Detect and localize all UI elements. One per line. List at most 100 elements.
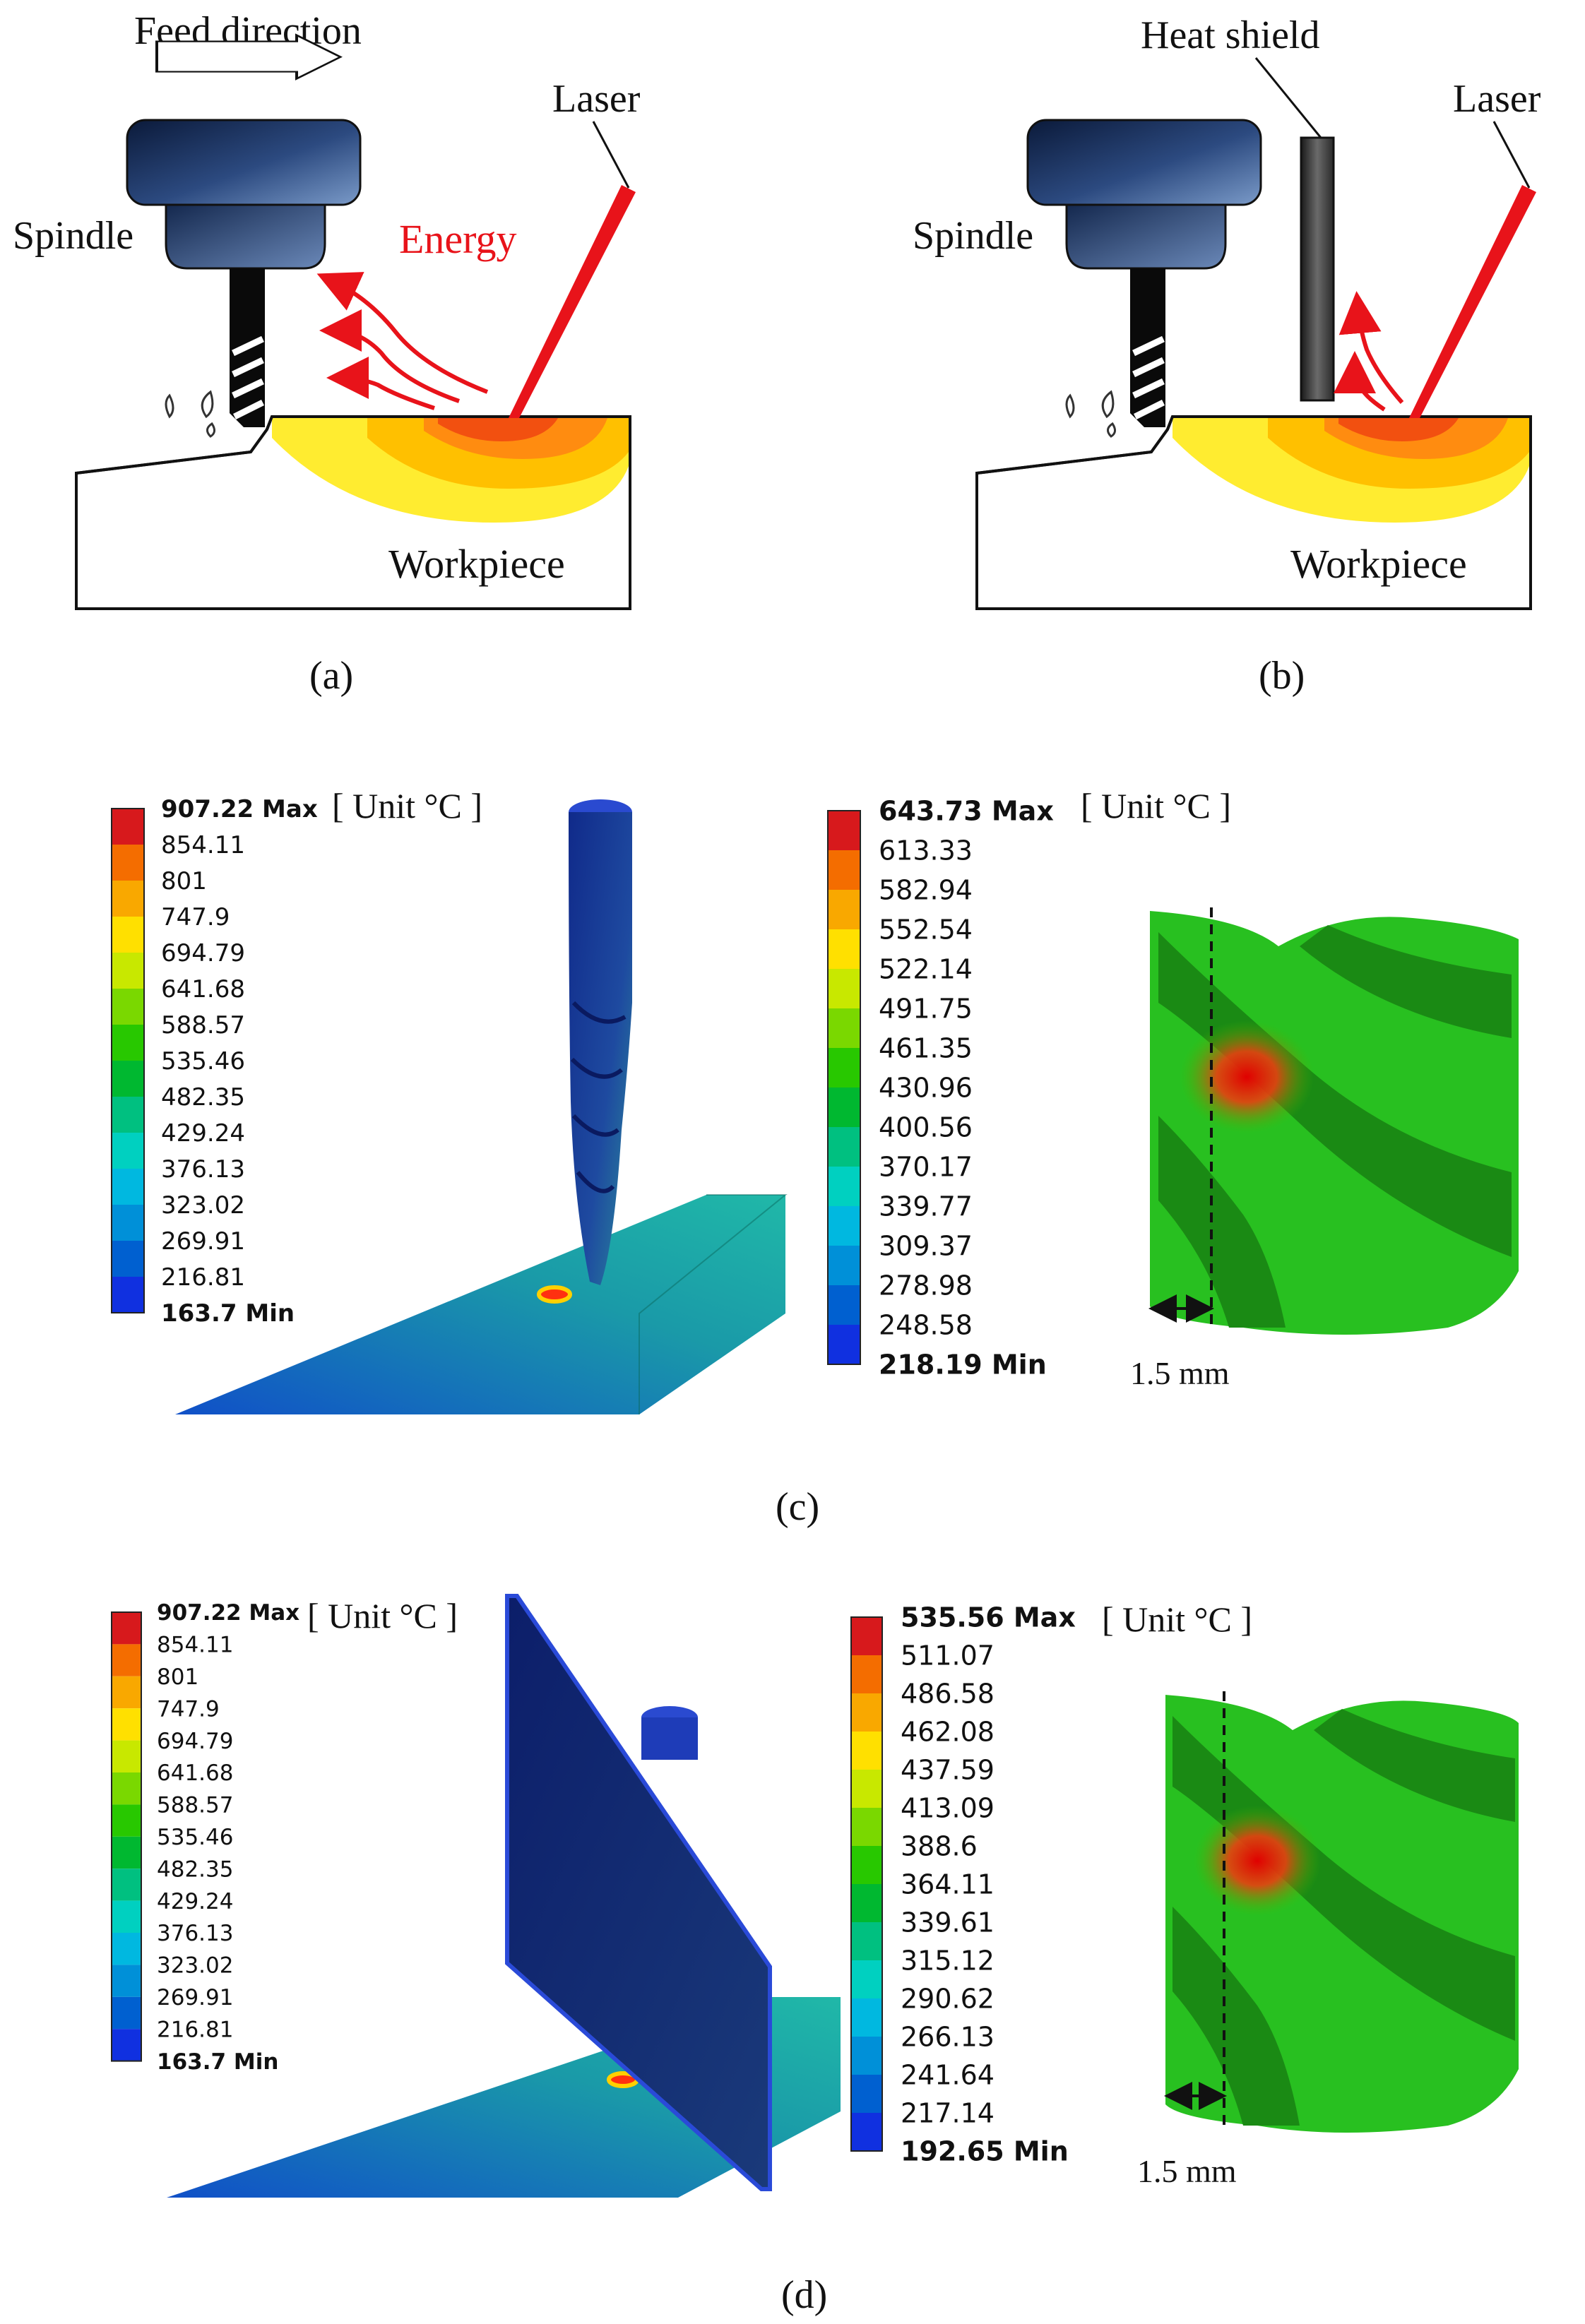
unit-label: [ Unit °C ]	[1081, 786, 1231, 826]
legend-tick-label: 241.64	[901, 2060, 995, 2091]
spindle-head	[126, 119, 362, 206]
legend-tool: 643.73 Max 613.33 582.94 552.54 522.14 491.75…	[827, 796, 1054, 1381]
laser-label: Laser	[552, 77, 641, 121]
legend-tick-label: 694.79	[161, 939, 245, 967]
color-scale-bar	[111, 1611, 142, 2062]
legend-tick-label: 339.61	[901, 1907, 995, 1938]
legend-min-label: 192.65 Min	[901, 2136, 1069, 2167]
legend-tick-label: 582.94	[879, 875, 973, 906]
legend-tick-label: 388.6	[901, 1831, 978, 1862]
color-scale-swatch	[112, 1205, 144, 1241]
legend-tick-label: 462.08	[901, 1717, 995, 1748]
chips	[1065, 390, 1116, 438]
legend-tick-label: 376.13	[161, 1155, 245, 1184]
color-scale-swatch	[851, 1655, 882, 1693]
hot-spot	[537, 1285, 572, 1304]
legend-tick-label: 482.35	[157, 1857, 233, 1882]
legend-tick-label: 854.11	[161, 831, 245, 859]
caption-c: (c)	[776, 1485, 819, 1529]
color-scale-swatch	[851, 1846, 882, 1884]
legend-tick-label: 278.98	[879, 1270, 973, 1301]
color-scale-swatch	[112, 1133, 144, 1169]
spindle-label: Spindle	[13, 214, 133, 258]
color-scale-swatch	[851, 2075, 882, 2113]
color-scale-swatch	[851, 1884, 882, 1922]
tool-shank	[1130, 268, 1165, 335]
color-scale-swatch	[112, 953, 144, 989]
color-scale-bar	[111, 808, 145, 1313]
legend-tick-label: 339.77	[879, 1191, 973, 1222]
color-scale-swatch	[851, 1693, 882, 1732]
legend-tick-label: 461.35	[879, 1033, 973, 1064]
legend-tick-label: 613.33	[879, 835, 973, 866]
color-scale-swatch	[112, 1900, 141, 1933]
spindle-head	[1026, 119, 1262, 206]
legend-tick-label: 437.59	[901, 1755, 995, 1786]
heat-zone	[75, 415, 631, 610]
spindle-body	[165, 203, 326, 270]
workpiece-label: Workpiece	[1290, 541, 1467, 587]
color-scale-swatch	[112, 1676, 141, 1709]
legend-tick-label: 364.11	[901, 1869, 995, 1900]
legend-workpiece: 907.22 Max 854.11 801 747.9 694.79 641.68 588.…	[111, 1600, 299, 2075]
color-scale-swatch	[851, 1732, 882, 1770]
tool-zoom-view	[1165, 1695, 1519, 2133]
color-scale-swatch	[112, 1804, 141, 1837]
legend-tick-label: 641.68	[161, 975, 245, 1003]
color-scale-swatch	[112, 1965, 141, 1997]
color-scale-swatch	[851, 1617, 882, 1655]
color-scale-swatch	[828, 1325, 860, 1364]
legend-tick-label: 535.46	[161, 1047, 245, 1075]
color-scale-swatch	[828, 850, 860, 890]
heat-shield-plate	[505, 1594, 772, 2191]
legend-tick-label: 216.81	[157, 2017, 233, 2042]
caption-d: (d)	[781, 2273, 827, 2317]
color-scale-swatch	[112, 1025, 144, 1061]
legend-tick-label: 522.14	[879, 954, 973, 985]
color-scale-swatch	[851, 1998, 882, 2037]
color-scale-swatch	[828, 1246, 860, 1285]
color-scale-swatch	[112, 1277, 144, 1313]
legend-tick-label: 315.12	[901, 1945, 995, 1977]
unit-label: [ Unit °C ]	[332, 786, 482, 826]
legend-max-label: 907.22 Max	[157, 1600, 299, 1626]
panel-d: 907.22 Max 854.11 801 747.9 694.79 641.68 588.…	[111, 1594, 1519, 2317]
chips	[165, 390, 215, 438]
color-scale-swatch	[112, 1169, 144, 1205]
color-scale-swatch	[112, 881, 144, 917]
energy-label: Energy	[399, 216, 516, 262]
color-scale-swatch	[828, 1008, 860, 1048]
spindle-body	[1065, 203, 1227, 270]
heat-zone	[975, 415, 1532, 610]
feed-direction-arrow	[155, 33, 343, 81]
color-scale-swatch	[112, 1097, 144, 1133]
color-scale-swatch	[828, 1048, 860, 1087]
legend-tick-label: 248.58	[879, 1310, 973, 1341]
legend-tick-label: 309.37	[879, 1231, 973, 1262]
color-scale-swatch	[112, 1740, 141, 1772]
legend-tick-label: 801	[157, 1664, 198, 1690]
dimension-label: 1.5 mm	[1130, 1355, 1230, 1391]
color-scale-swatch	[112, 845, 144, 881]
legend-tick-label: 641.68	[157, 1760, 233, 1786]
legend-tick-label: 429.24	[161, 1119, 245, 1148]
caption-a: (a)	[309, 654, 353, 698]
color-scale-swatch	[828, 811, 860, 850]
color-scale-swatch	[828, 1127, 860, 1167]
color-scale-swatch	[112, 1772, 141, 1805]
legend-tick-label: 370.17	[879, 1152, 973, 1183]
legend-tick-label: 429.24	[157, 1889, 233, 1914]
panel-c: 907.22 Max 854.11 801 747.9 694.79 641.68 588.…	[111, 786, 1519, 1529]
legend-tool: 535.56 Max 511.07 486.58 462.08 437.59 413.09…	[850, 1602, 1076, 2167]
legend-workpiece: 907.22 Max 854.11 801 747.9 694.79 641.68 588.…	[111, 795, 318, 1328]
legend-tick-label: 482.35	[161, 1083, 245, 1112]
color-scale-swatch	[851, 2037, 882, 2075]
color-scale-swatch	[851, 2113, 882, 2151]
legend-tick-label: 511.07	[901, 1640, 995, 1672]
color-scale-swatch	[112, 1241, 144, 1277]
legend-tick-label: 430.96	[879, 1073, 973, 1104]
end-mill-tool	[569, 799, 632, 1285]
color-scale-swatch	[851, 1808, 882, 1846]
legend-min-label: 163.7 Min	[161, 1299, 295, 1328]
color-scale-swatch	[112, 1996, 141, 2030]
